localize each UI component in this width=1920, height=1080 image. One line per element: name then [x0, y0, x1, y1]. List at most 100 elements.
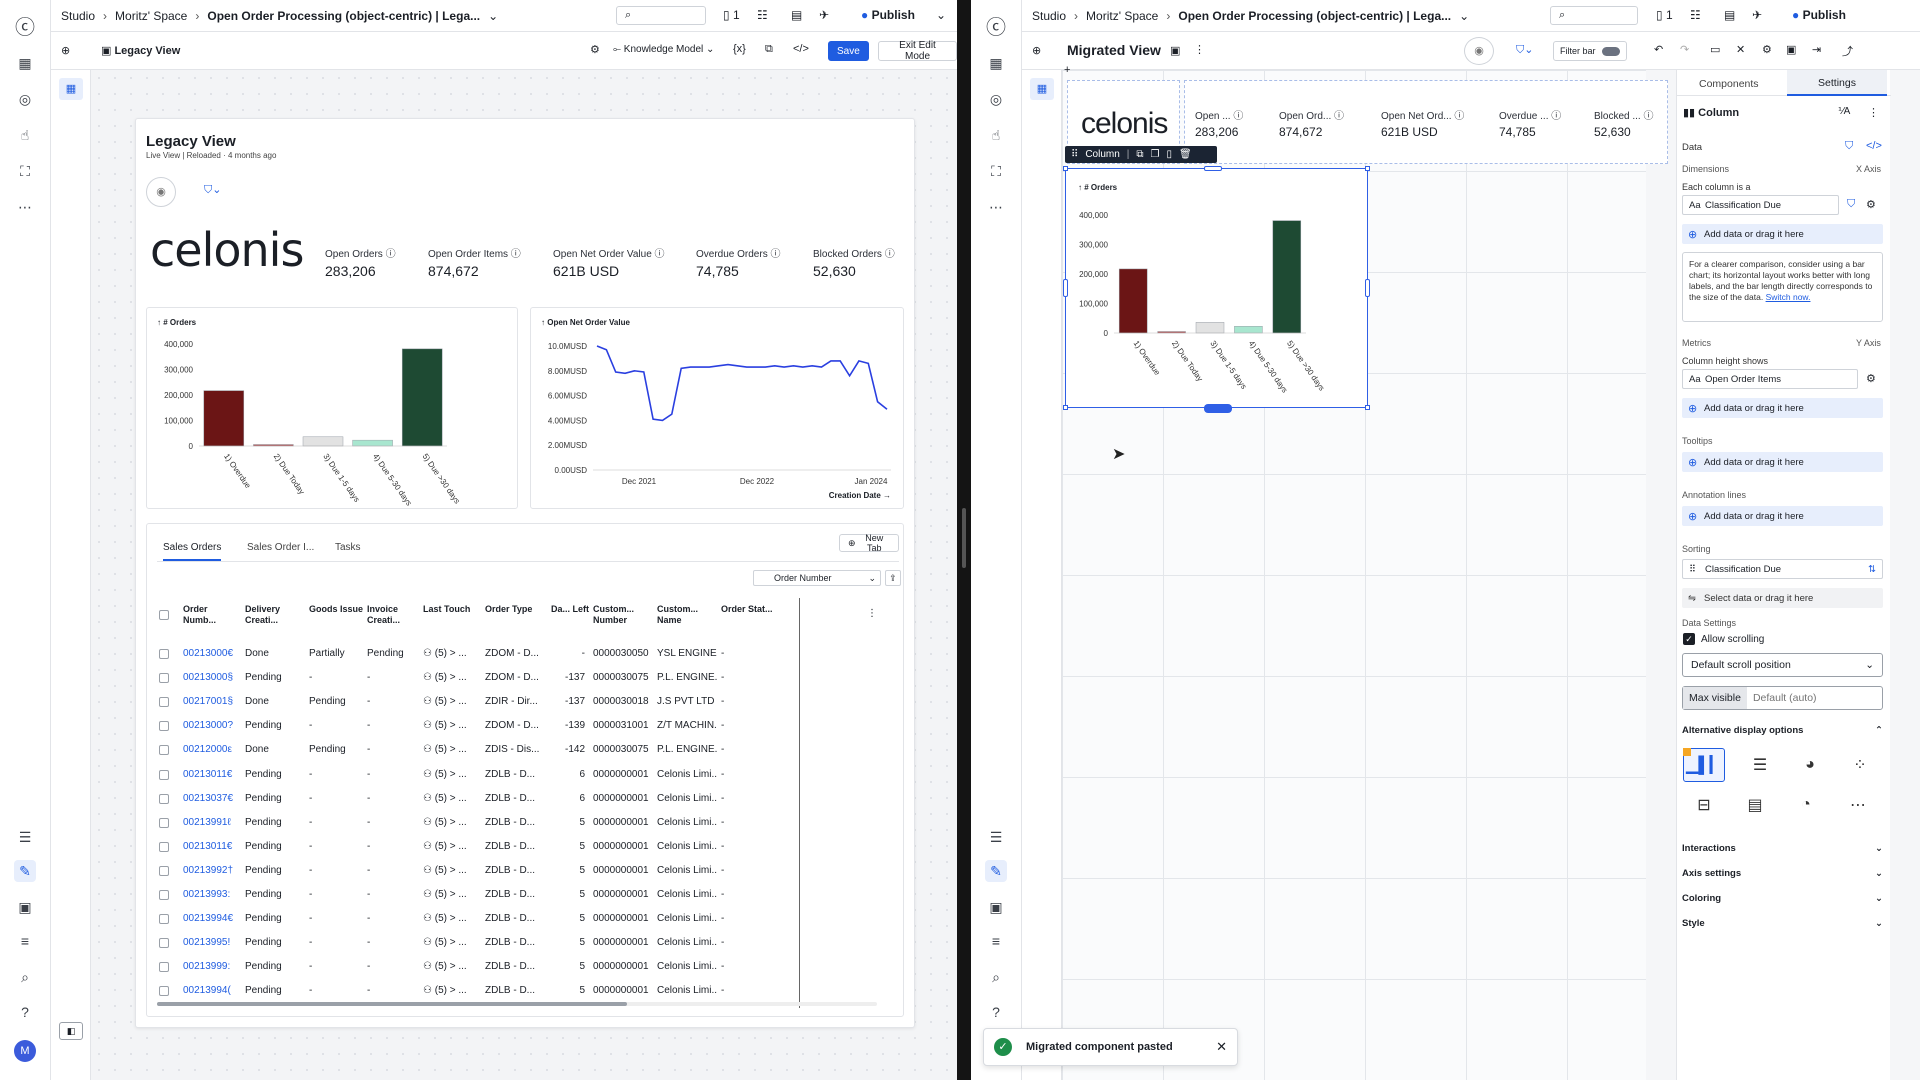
variables-icon[interactable]: {x}: [733, 43, 746, 55]
celonis-logo-icon[interactable]: ⓒ: [986, 16, 1006, 39]
resize-handle[interactable]: [1204, 166, 1222, 171]
sort-select[interactable]: Order Number ⌄: [753, 570, 881, 586]
more-options[interactable]: ⋯: [1837, 788, 1879, 822]
scan-icon[interactable]: ⛶: [991, 162, 1001, 179]
duplicate-icon[interactable]: ⧉: [1136, 149, 1144, 160]
add-tooltip-dropzone[interactable]: Add data or drag it here: [1682, 452, 1883, 472]
calendar-icon[interactable]: ▤: [791, 8, 803, 22]
table-row[interactable]: 00213000§ Pending - - ⚇ (5) > ... ZDOM - D...…: [147, 666, 887, 690]
add-metric-dropzone[interactable]: Add data or drag it here: [1682, 398, 1883, 418]
order-number-link[interactable]: 00213011€: [183, 840, 233, 852]
table-row[interactable]: 00212000ε Done Pending - ⚇ (5) > ... ZDIS - D…: [147, 738, 887, 762]
eye-icon[interactable]: ◉: [1464, 37, 1494, 65]
table-row[interactable]: 00213994(Pending - - ⚇ (5) > ... ZDLB - D...…: [147, 979, 887, 1003]
order-number-link[interactable]: 00213993:: [183, 889, 231, 900]
table-row[interactable]: 00213995! Pending - - ⚇ (5) > ... ZDLB - D...…: [147, 931, 887, 955]
interactions-header[interactable]: Interactions ⌄: [1682, 843, 1883, 854]
tab-sales-orders[interactable]: Sales Orders: [163, 542, 222, 561]
resize-handle[interactable]: [1365, 405, 1370, 410]
breadcrumb-studio[interactable]: Studio: [61, 8, 96, 23]
add-annotation-dropzone[interactable]: Add data or drag it here: [1682, 506, 1883, 526]
code-icon[interactable]: </>: [1866, 140, 1882, 152]
row-checkbox[interactable]: [159, 817, 169, 828]
select-all-checkbox[interactable]: [159, 610, 169, 620]
view-name[interactable]: Migrated View: [1067, 42, 1161, 58]
view-name[interactable]: ▣ Legacy View: [101, 45, 181, 57]
search-input[interactable]: ⌕: [1550, 6, 1638, 25]
scan-icon[interactable]: ⛶: [20, 162, 30, 179]
search-icon[interactable]: ⌕: [21, 968, 29, 985]
text-size-icon[interactable]: ⅟A: [1838, 106, 1851, 117]
help-icon[interactable]: ?: [992, 1004, 1000, 1020]
list-icon[interactable]: ☷: [757, 8, 768, 22]
hand-icon[interactable]: ☝: [991, 126, 1001, 143]
rocket-icon[interactable]: ✈: [819, 8, 830, 22]
column-header[interactable]: Order Type: [485, 604, 533, 614]
net-value-line-chart-card[interactable]: ↑ Open Net Order Value 10.0MUSD 8.00MUSD 6…: [530, 307, 904, 509]
order-number-link[interactable]: 00213994€: [183, 913, 234, 925]
pie-chart-option[interactable]: ◕: [1789, 748, 1831, 782]
hand-icon[interactable]: ☝: [20, 126, 30, 143]
drag-handle-icon[interactable]: ⠿: [1071, 149, 1079, 160]
code-icon[interactable]: </>: [793, 43, 809, 55]
filter-icon[interactable]: ⛉⌄: [204, 184, 222, 196]
chevron-down-icon[interactable]: ⌄: [488, 8, 499, 23]
chevron-down-icon[interactable]: ⌄: [936, 8, 947, 22]
column-header[interactable]: Custom... Name: [657, 604, 699, 625]
row-checkbox[interactable]: [159, 673, 169, 684]
order-number-link[interactable]: 00213991ℓ: [183, 816, 231, 828]
order-number-link[interactable]: 00212000ε: [183, 744, 232, 756]
database-icon[interactable]: ☰: [989, 828, 1003, 845]
alt-display-header[interactable]: Alternative display options ⌃: [1682, 725, 1883, 736]
add-dimension-dropzone[interactable]: Add data or drag it here: [1682, 224, 1883, 244]
table-row[interactable]: 00213000? Pending - - ⚇ (5) > ... ZDOM - D...…: [147, 714, 887, 738]
table-row[interactable]: 00213011€ Pending - - ⚇ (5) > ... ZDLB - D...…: [147, 763, 887, 787]
column-chart-option[interactable]: ▁▌▎: [1683, 748, 1725, 782]
compass-icon[interactable]: ◎: [18, 90, 32, 107]
apps-grid-icon[interactable]: ▦: [18, 54, 32, 71]
database-icon[interactable]: ☰: [18, 828, 32, 845]
add-row-icon[interactable]: +: [1064, 64, 1071, 76]
compass-icon[interactable]: ◎: [989, 90, 1003, 107]
table-row[interactable]: 00213994€ Pending - - ⚇ (5) > ... ZDLB - D...…: [147, 907, 887, 931]
split-divider[interactable]: [957, 0, 971, 1080]
chevron-down-icon[interactable]: ⌄: [1459, 8, 1470, 23]
gift-icon[interactable]: ▣: [989, 898, 1003, 915]
horizontal-scrollbar[interactable]: [157, 1002, 877, 1006]
max-visible-input[interactable]: [1746, 687, 1867, 709]
row-checkbox[interactable]: [159, 841, 169, 852]
more-icon[interactable]: ⋯: [989, 198, 1003, 215]
breadcrumb-asset[interactable]: Open Order Processing (object-centric) |…: [1178, 8, 1452, 23]
metric-field[interactable]: Aa Open Order Items: [1682, 369, 1858, 389]
resize-handle[interactable]: [1365, 279, 1370, 297]
order-number-link[interactable]: 00213999:: [183, 961, 231, 973]
kebab-menu-icon[interactable]: ⋮: [1868, 107, 1879, 119]
breadcrumb-space[interactable]: Moritz' Space: [115, 8, 188, 23]
migrated-bar-chart-component[interactable]: ↑ # Orders 400,000 300,000 200,000 100,000 0…: [1063, 166, 1370, 413]
row-checkbox[interactable]: [159, 769, 169, 780]
order-number-link[interactable]: 00213037€: [183, 792, 234, 804]
order-number-link[interactable]: 00213000?: [183, 720, 234, 732]
more-icon[interactable]: ⋯: [18, 198, 32, 215]
scatter-chart-option[interactable]: ⁘: [1839, 748, 1881, 782]
close-icon[interactable]: ✕: [1216, 1039, 1227, 1054]
search-input[interactable]: ⌕: [616, 6, 706, 25]
resize-handle[interactable]: [1063, 166, 1068, 171]
order-number-link[interactable]: 00217001§: [183, 696, 234, 708]
publish-button[interactable]: ● Publish: [1792, 8, 1846, 22]
add-sort-dropzone[interactable]: ⇋ Select data or drag it here: [1682, 588, 1883, 608]
row-checkbox[interactable]: [159, 649, 169, 659]
resize-handle[interactable]: [1204, 404, 1232, 413]
column-menu-icon[interactable]: ⋮: [867, 608, 877, 619]
order-number-link[interactable]: 00213992†: [183, 864, 234, 876]
scroll-position-select[interactable]: Default scroll position ⌄: [1682, 653, 1883, 677]
column-header[interactable]: Da... Left: [551, 604, 590, 614]
save-view-icon[interactable]: ▣: [1170, 45, 1181, 57]
row-checkbox[interactable]: [159, 962, 169, 973]
column-header[interactable]: Custom... Number: [593, 604, 635, 625]
sliders-icon[interactable]: ≡: [991, 933, 1001, 949]
style-header[interactable]: Style ⌄: [1682, 918, 1883, 929]
column-header[interactable]: Last Touch: [423, 604, 471, 614]
bar-chart-option[interactable]: ☰: [1739, 748, 1781, 782]
eye-icon[interactable]: ◉: [146, 177, 176, 207]
